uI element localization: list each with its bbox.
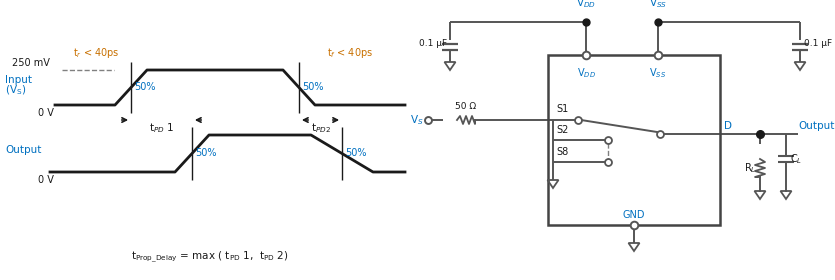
Text: V$_{SS}$: V$_{SS}$ — [649, 0, 667, 10]
Text: 50 Ω: 50 Ω — [455, 102, 477, 111]
Text: 250 mV: 250 mV — [12, 58, 50, 68]
Text: V$_{DD}$: V$_{DD}$ — [576, 66, 595, 80]
Text: t$_f$ < 40ps: t$_f$ < 40ps — [327, 46, 373, 60]
Text: R$_L$: R$_L$ — [744, 161, 756, 175]
Text: t$_\mathsf{Prop\_Delay}$ = max ( t$_\mathsf{PD}$ 1,  t$_\mathsf{PD}$ 2): t$_\mathsf{Prop\_Delay}$ = max ( t$_\mat… — [131, 250, 289, 265]
Text: S8: S8 — [556, 147, 569, 157]
Text: 50%: 50% — [345, 148, 367, 157]
Text: t$_r$ < 40ps: t$_r$ < 40ps — [73, 46, 119, 60]
Text: Input: Input — [5, 75, 32, 85]
Text: S1: S1 — [556, 104, 569, 114]
Text: 50%: 50% — [302, 81, 323, 92]
Text: 50%: 50% — [195, 148, 216, 157]
Text: 0.1 µF: 0.1 µF — [419, 39, 447, 48]
Text: 0 V: 0 V — [38, 175, 54, 185]
Text: t$_{PD 2}$: t$_{PD 2}$ — [311, 121, 331, 135]
Text: S2: S2 — [556, 125, 569, 135]
Text: t$_{PD}$ 1: t$_{PD}$ 1 — [149, 121, 175, 135]
Text: GND: GND — [623, 210, 645, 220]
Text: V$_S$: V$_S$ — [411, 113, 424, 127]
Text: 50%: 50% — [134, 81, 155, 92]
Text: D: D — [724, 121, 732, 131]
Text: 0 V: 0 V — [38, 108, 54, 118]
Text: V$_{DD}$: V$_{DD}$ — [576, 0, 596, 10]
Text: (V$_\mathsf{S}$): (V$_\mathsf{S}$) — [5, 83, 26, 97]
Text: 0.1 µF: 0.1 µF — [804, 39, 832, 48]
Text: Output: Output — [798, 121, 834, 131]
Text: V$_{SS}$: V$_{SS}$ — [650, 66, 666, 80]
Text: Output: Output — [5, 145, 42, 155]
Bar — [548, 55, 720, 225]
Text: C$_L$: C$_L$ — [790, 152, 802, 166]
